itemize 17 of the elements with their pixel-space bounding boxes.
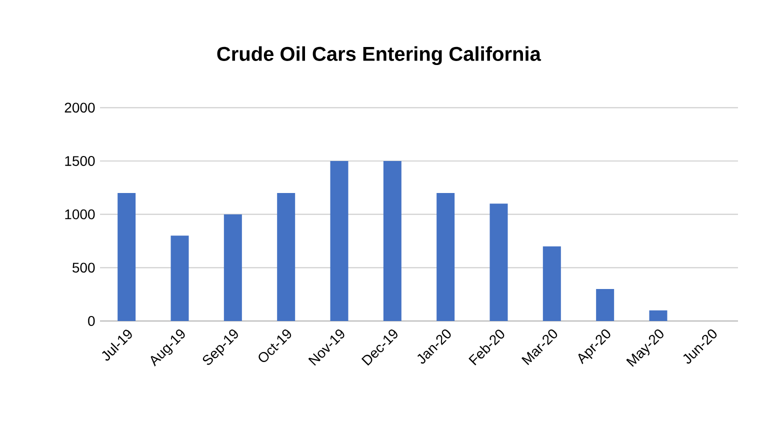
bar [542,246,561,321]
bar [383,160,402,321]
bar [490,204,508,321]
bar [277,192,296,321]
y-tick-label: 500 [72,262,95,273]
bar [118,192,136,321]
bar [224,214,242,321]
y-tick-label: 0 [88,316,95,326]
y-tick-label: 1000 [65,209,95,220]
bar [330,160,348,321]
y-tick-label: 2000 [64,102,95,113]
bar [649,310,668,321]
y-tick-label: 1500 [65,156,95,166]
bar [596,288,614,321]
bar [436,192,455,321]
chart-title: Crude Oil Cars Entering California [217,46,542,66]
bar [170,236,189,321]
